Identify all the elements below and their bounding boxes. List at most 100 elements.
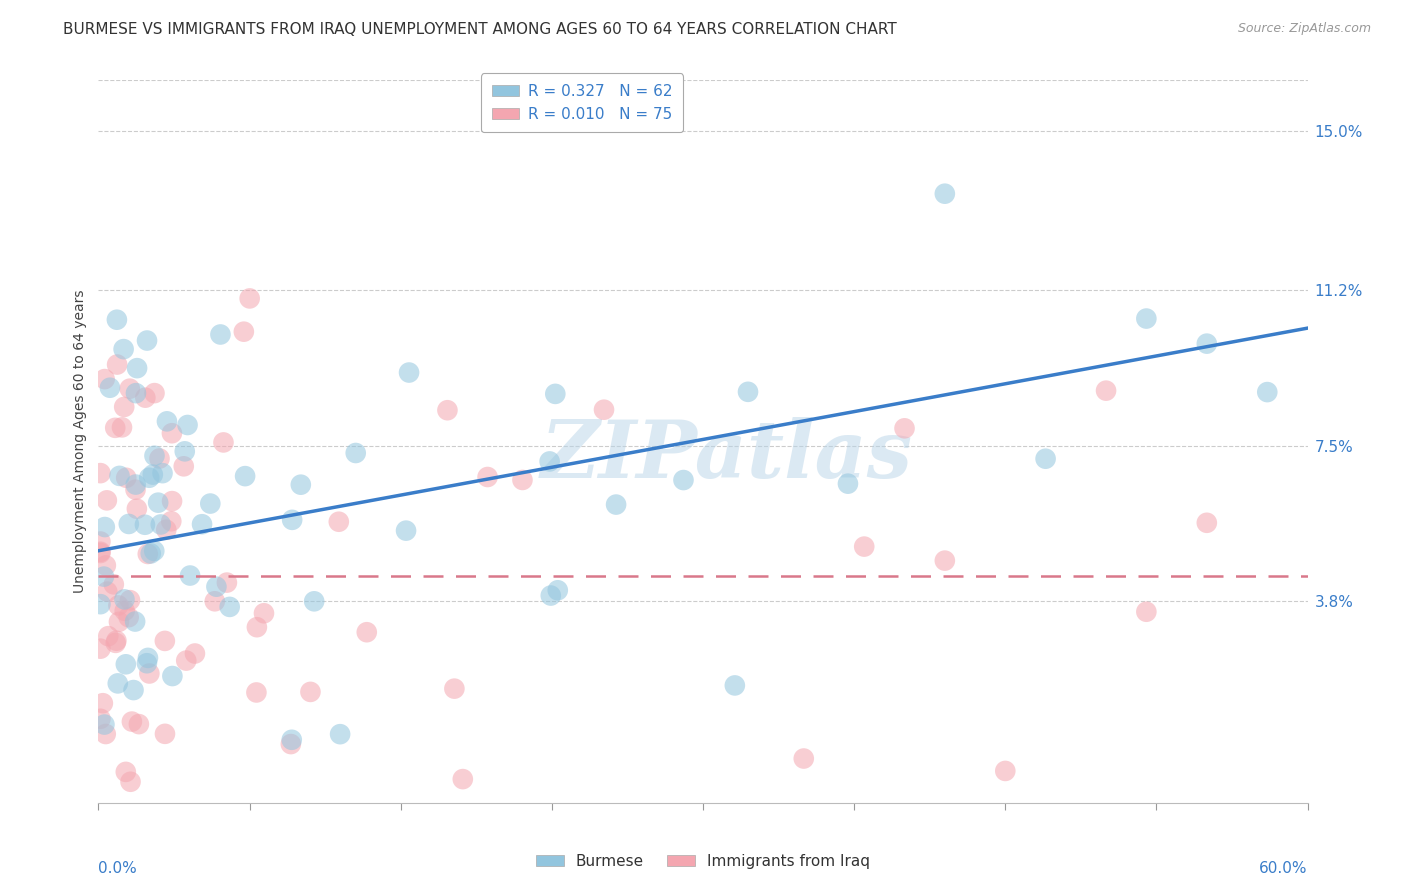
Point	[191, 517, 214, 532]
Point	[200, 497, 222, 511]
Point	[153, 634, 176, 648]
Point	[105, 633, 128, 648]
Point	[245, 685, 267, 699]
Point	[136, 651, 159, 665]
Point	[94, 558, 117, 573]
Point	[93, 372, 115, 386]
Point	[138, 471, 160, 485]
Point	[89, 546, 111, 560]
Point	[107, 676, 129, 690]
Point	[125, 386, 148, 401]
Point	[152, 466, 174, 480]
Point	[893, 421, 915, 435]
Point	[162, 669, 184, 683]
Point	[934, 554, 956, 568]
Point	[139, 546, 162, 560]
Point	[143, 449, 166, 463]
Point	[125, 361, 148, 376]
Point	[114, 592, 136, 607]
Point	[1035, 451, 1057, 466]
Point	[160, 494, 183, 508]
Text: Source: ZipAtlas.com: Source: ZipAtlas.com	[1237, 22, 1371, 36]
Legend: Burmese, Immigrants from Iraq: Burmese, Immigrants from Iraq	[530, 847, 876, 875]
Point	[233, 469, 256, 483]
Point	[356, 625, 378, 640]
Point	[114, 604, 136, 618]
Point	[105, 358, 128, 372]
Point	[107, 599, 129, 613]
Point	[104, 421, 127, 435]
Point	[204, 594, 226, 608]
Point	[853, 540, 876, 554]
Point	[121, 714, 143, 729]
Point	[934, 186, 956, 201]
Point	[120, 774, 142, 789]
Point	[135, 657, 157, 671]
Point	[1195, 336, 1218, 351]
Point	[1195, 516, 1218, 530]
Point	[174, 654, 197, 668]
Point	[605, 498, 627, 512]
Point	[1256, 385, 1278, 400]
Point	[118, 593, 141, 607]
Point	[218, 599, 240, 614]
Point	[179, 568, 201, 582]
Point	[136, 334, 159, 348]
Point	[1095, 384, 1118, 398]
Point	[138, 666, 160, 681]
Point	[290, 477, 312, 491]
Point	[477, 470, 499, 484]
Point	[451, 772, 474, 786]
Point	[398, 817, 420, 831]
Point	[89, 597, 111, 611]
Point	[104, 636, 127, 650]
Point	[118, 610, 141, 624]
Point	[209, 327, 232, 342]
Point	[214, 817, 236, 831]
Point	[94, 520, 117, 534]
Point	[239, 292, 262, 306]
Point	[146, 496, 169, 510]
Point	[108, 615, 131, 629]
Point	[98, 381, 121, 395]
Point	[142, 467, 165, 482]
Point	[134, 517, 156, 532]
Text: BURMESE VS IMMIGRANTS FROM IRAQ UNEMPLOYMENT AMONG AGES 60 TO 64 YEARS CORRELATI: BURMESE VS IMMIGRANTS FROM IRAQ UNEMPLOY…	[63, 22, 897, 37]
Point	[793, 751, 815, 765]
Point	[173, 444, 195, 458]
Point	[89, 545, 111, 559]
Point	[118, 382, 141, 396]
Point	[124, 615, 146, 629]
Point	[328, 515, 350, 529]
Point	[148, 451, 170, 466]
Point	[124, 483, 146, 497]
Point	[156, 414, 179, 428]
Point	[96, 584, 118, 599]
Point	[114, 764, 136, 779]
Point	[724, 678, 747, 692]
Y-axis label: Unemployment Among Ages 60 to 64 years: Unemployment Among Ages 60 to 64 years	[73, 290, 87, 593]
Point	[329, 727, 352, 741]
Point	[160, 514, 183, 528]
Point	[149, 517, 172, 532]
Point	[538, 454, 561, 468]
Point	[103, 577, 125, 591]
Point	[246, 620, 269, 634]
Text: ZIPatlas: ZIPatlas	[541, 417, 914, 495]
Point	[93, 569, 115, 583]
Point	[215, 575, 238, 590]
Point	[96, 493, 118, 508]
Text: 60.0%: 60.0%	[1260, 861, 1308, 876]
Point	[547, 583, 569, 598]
Point	[173, 459, 195, 474]
Point	[93, 717, 115, 731]
Point	[155, 523, 177, 537]
Point	[398, 366, 420, 380]
Point	[176, 417, 198, 432]
Point	[281, 513, 304, 527]
Point	[253, 606, 276, 620]
Point	[443, 681, 465, 696]
Point	[837, 476, 859, 491]
Point	[112, 400, 135, 414]
Point	[108, 469, 131, 483]
